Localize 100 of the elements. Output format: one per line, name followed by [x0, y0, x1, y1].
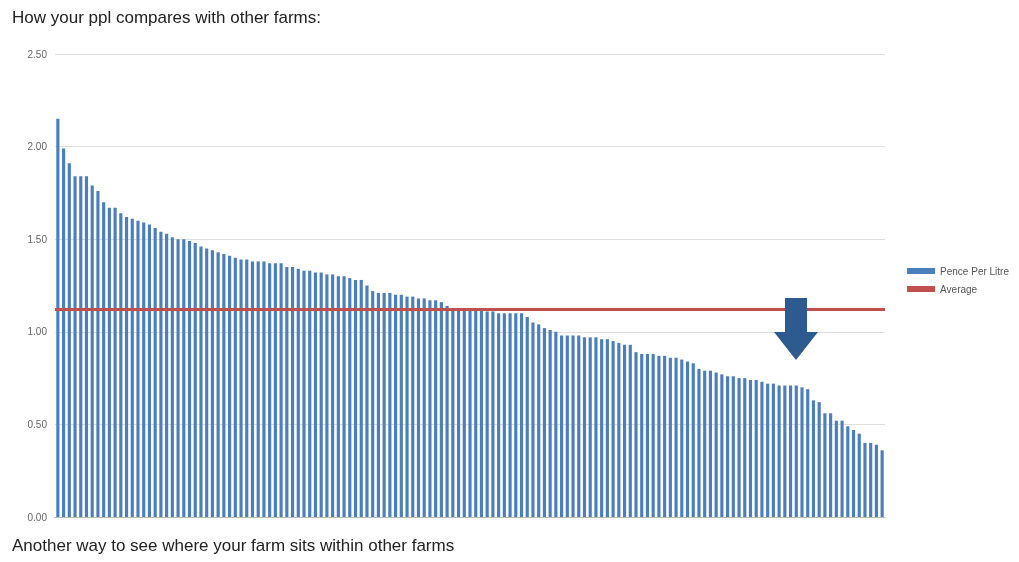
bar — [170, 237, 174, 517]
bar — [394, 294, 398, 517]
bar — [222, 254, 226, 517]
bar — [147, 224, 152, 517]
bar — [102, 202, 106, 517]
bar — [571, 335, 575, 517]
bar — [811, 400, 816, 517]
bar — [846, 426, 850, 517]
bar — [777, 385, 781, 517]
bar — [67, 163, 71, 517]
bar — [468, 309, 472, 517]
bar — [376, 292, 380, 517]
bar — [714, 372, 718, 517]
bar — [84, 176, 89, 517]
bar — [210, 250, 214, 517]
bar — [142, 222, 146, 517]
legend-label: Average — [940, 283, 978, 295]
y-tick-label: 1.00 — [27, 326, 48, 338]
bar — [434, 300, 438, 517]
bar — [79, 176, 83, 517]
bar — [451, 309, 455, 517]
y-tick-label: 2.50 — [27, 48, 48, 60]
bar — [107, 207, 111, 517]
bar — [817, 402, 821, 517]
bar — [462, 309, 466, 517]
bar — [582, 337, 587, 517]
bar — [697, 368, 701, 517]
bar — [760, 381, 764, 517]
bar — [685, 361, 690, 517]
bar — [766, 383, 770, 517]
bar — [405, 296, 409, 517]
bar — [422, 298, 426, 517]
bar — [228, 255, 232, 517]
bar — [857, 433, 861, 517]
bar — [691, 363, 695, 517]
bar — [880, 450, 884, 517]
bar — [439, 302, 443, 517]
bar — [205, 248, 209, 517]
bar — [502, 313, 506, 517]
bar — [245, 259, 249, 517]
bar — [62, 148, 66, 517]
bar — [262, 261, 266, 517]
bar — [233, 257, 237, 517]
bar — [743, 378, 747, 517]
bar — [874, 444, 878, 517]
bar — [136, 220, 140, 517]
bar — [336, 276, 340, 517]
bar — [256, 261, 260, 517]
bar — [428, 300, 432, 517]
bar — [663, 355, 667, 517]
bar — [548, 329, 552, 517]
bar — [353, 279, 358, 517]
bar — [331, 274, 335, 517]
bar — [56, 118, 60, 517]
bar — [737, 378, 741, 517]
bar — [268, 263, 272, 517]
bar — [514, 313, 518, 517]
bar — [399, 294, 403, 517]
text: Another way to see where your farm sits within other farms — [12, 536, 455, 556]
bar — [800, 387, 804, 517]
bar — [250, 261, 255, 517]
bar — [703, 370, 707, 517]
y-tick-label: 1.50 — [27, 233, 48, 245]
bar — [365, 285, 369, 517]
bar — [594, 337, 598, 517]
bar — [851, 429, 856, 517]
bar — [622, 344, 627, 517]
bar — [456, 309, 461, 517]
bar — [834, 420, 838, 517]
bar — [113, 207, 117, 517]
bar — [508, 313, 512, 517]
bar — [668, 357, 672, 517]
bar — [445, 305, 449, 517]
bar — [605, 339, 609, 517]
bar — [748, 379, 753, 517]
bar — [600, 339, 604, 517]
bar — [554, 331, 558, 517]
bar — [829, 413, 833, 517]
bar — [159, 231, 163, 517]
bar — [542, 328, 546, 517]
bar — [537, 324, 541, 517]
bar — [634, 352, 638, 517]
bar — [382, 292, 386, 517]
bar — [783, 385, 787, 517]
bar — [674, 357, 678, 517]
bar — [731, 376, 735, 517]
y-tick-label: 2.00 — [27, 141, 48, 153]
bar — [491, 311, 495, 517]
bar — [474, 309, 478, 517]
bar — [416, 298, 421, 517]
bar — [199, 246, 203, 517]
bar — [640, 354, 644, 517]
bar — [754, 379, 758, 517]
bar — [285, 266, 289, 517]
bar — [371, 291, 375, 517]
bar — [239, 259, 243, 517]
bar — [348, 278, 352, 517]
bar — [806, 389, 810, 517]
y-tick-label: 0.00 — [27, 511, 48, 523]
bar — [279, 263, 283, 517]
